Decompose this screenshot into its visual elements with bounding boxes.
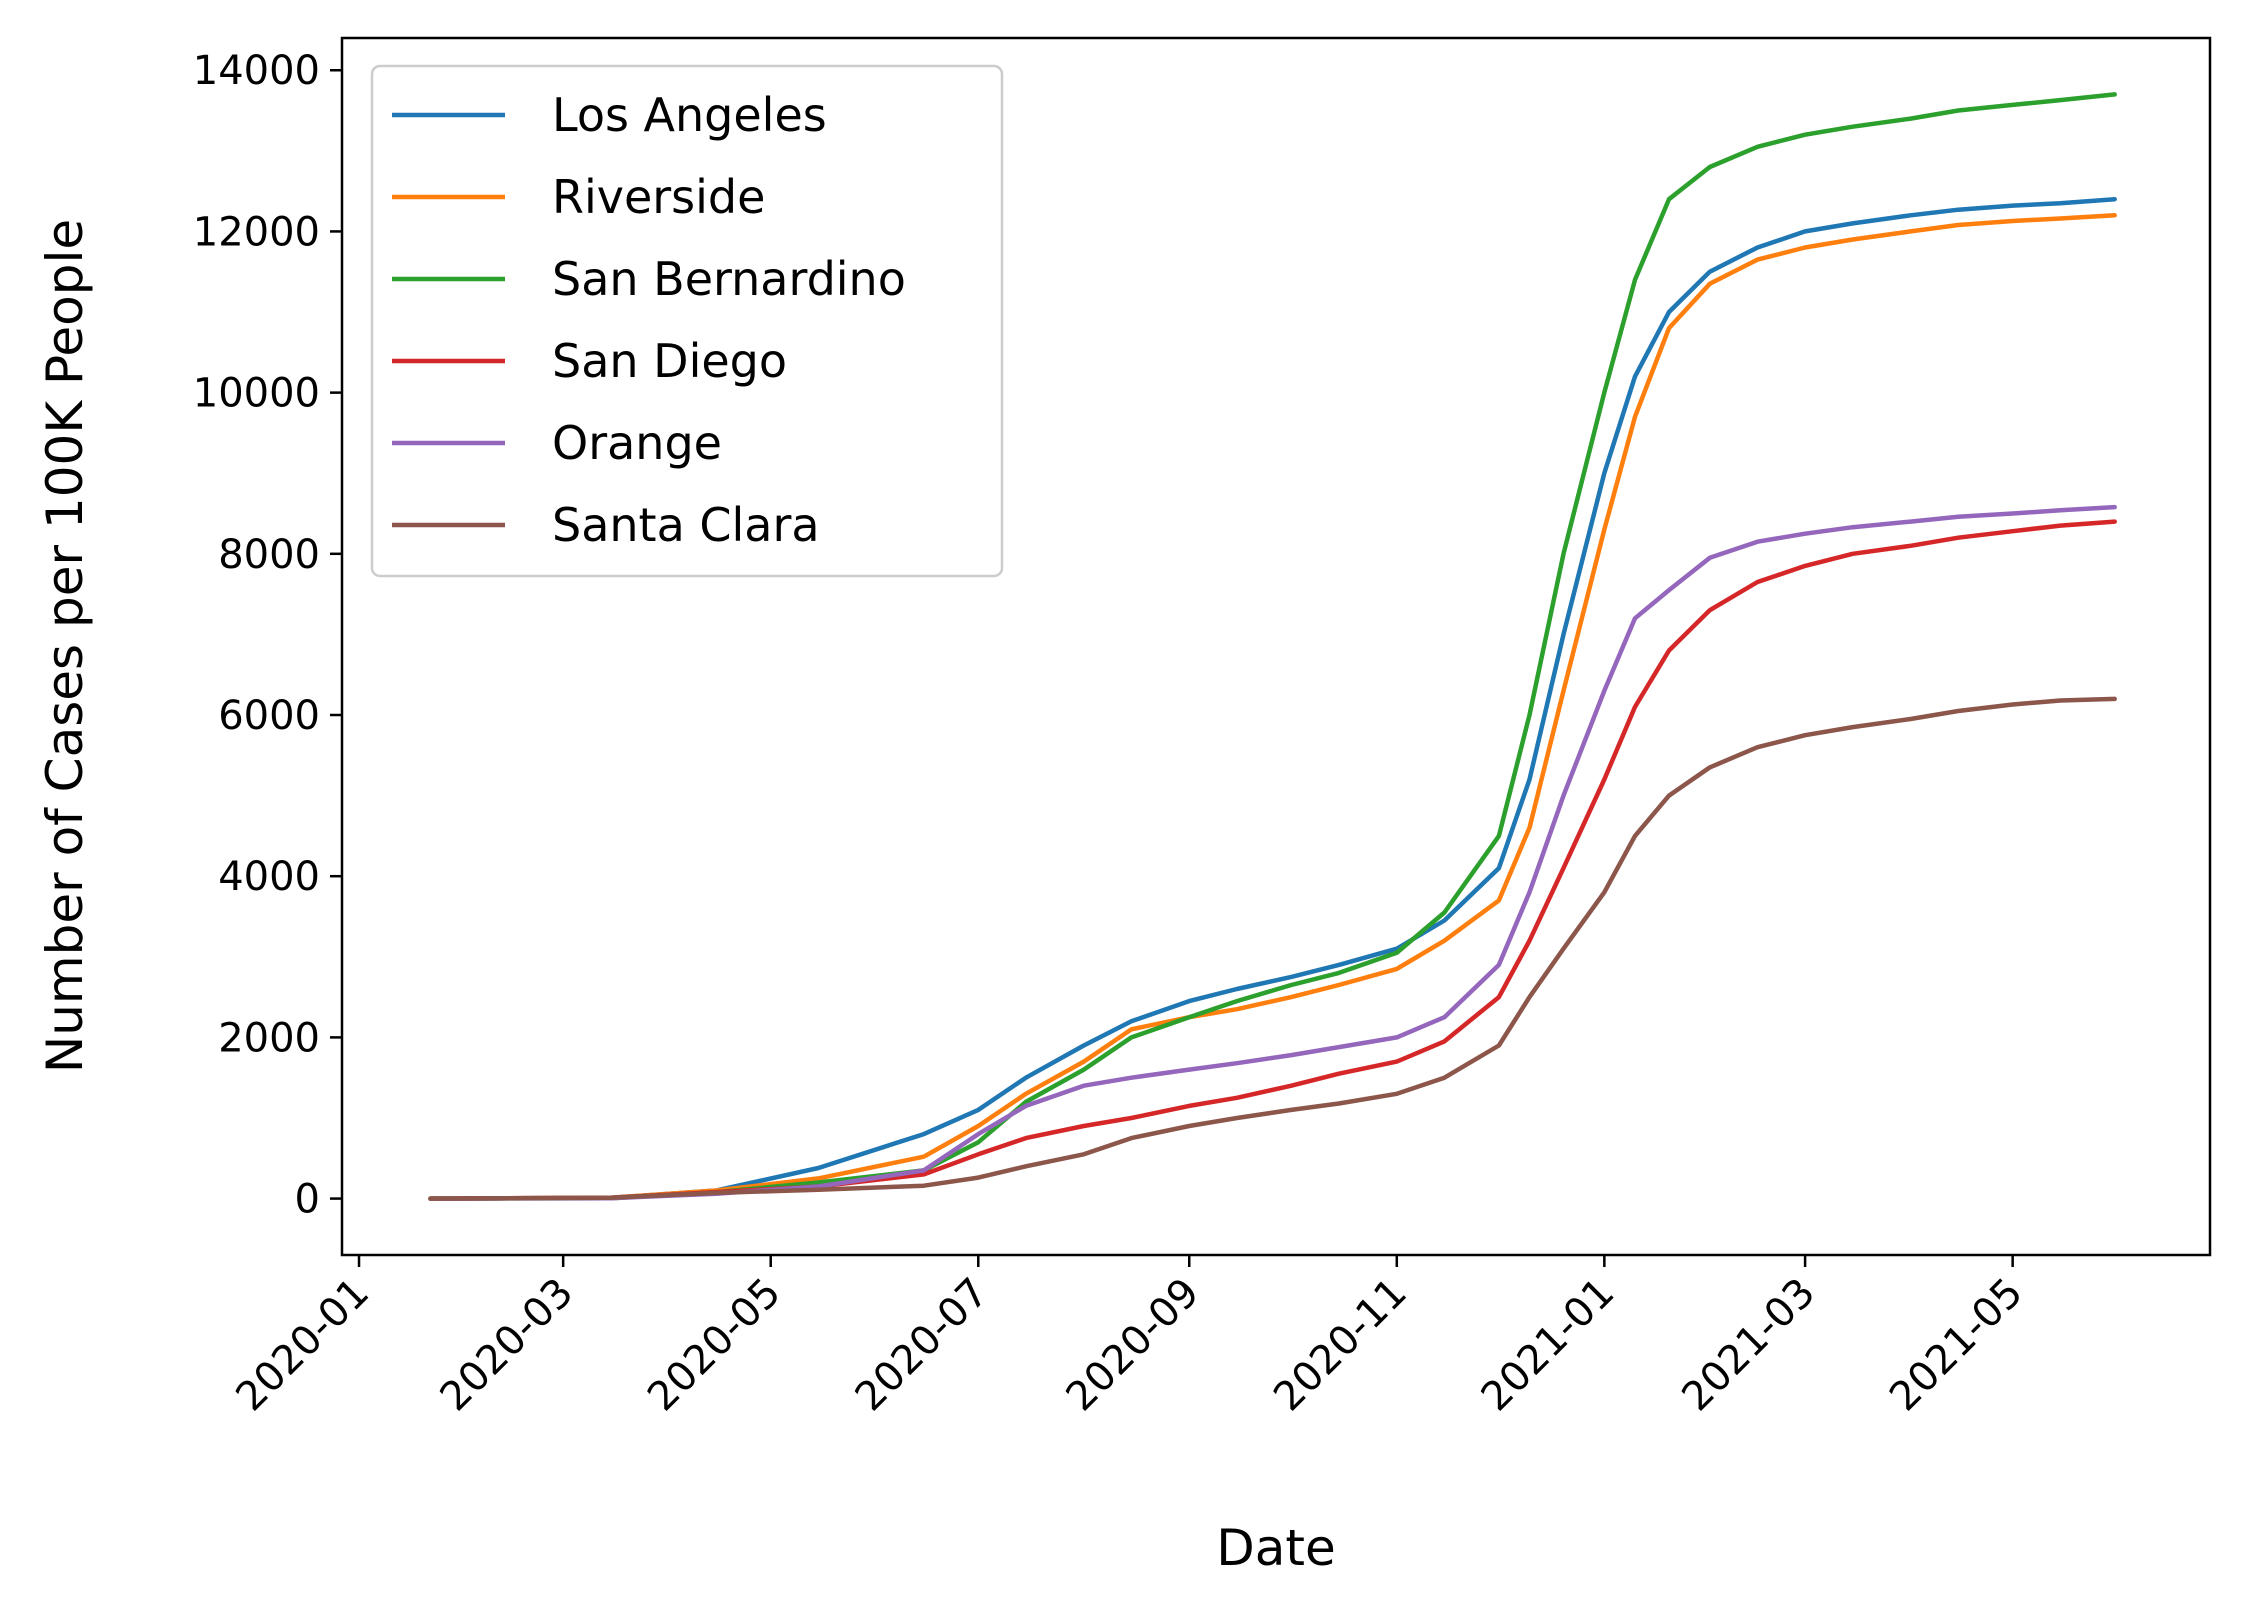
y-tick-label: 6000 <box>218 693 320 739</box>
series-layer <box>428 92 2117 1201</box>
series-line-3 <box>428 519 2117 1201</box>
y-axis-title: Number of Cases per 100K People <box>36 219 94 1073</box>
y-tick-label: 0 <box>295 1177 320 1223</box>
series-line-2 <box>428 92 2117 1201</box>
legend-label: Orange <box>552 416 722 470</box>
legend-label: Riverside <box>552 170 765 224</box>
legend-items: Los Angeles Riverside San Bernardino San Di… <box>392 88 906 552</box>
legend-label: San Diego <box>552 334 787 388</box>
legend-label: Santa Clara <box>552 498 820 552</box>
y-tick-label: 2000 <box>218 1015 320 1061</box>
y-axis: 0 2000 4000 6000 8000 10000 12000 14000 <box>193 48 342 1223</box>
legend: Los Angeles Riverside San Bernardino San Di… <box>370 64 1004 578</box>
series-line-1 <box>428 213 2117 1201</box>
y-tick-label: 8000 <box>218 532 320 578</box>
y-tick-label: 10000 <box>193 371 320 417</box>
legend-label: Los Angeles <box>552 88 827 142</box>
legend-frame <box>370 64 1004 578</box>
y-tick-label: 14000 <box>193 48 320 94</box>
plot-frame <box>340 36 2212 1257</box>
series-line-5 <box>428 696 2117 1201</box>
y-tick-label: 4000 <box>218 854 320 900</box>
series-line-4 <box>428 504 2117 1201</box>
y-tick-label: 12000 <box>193 209 320 255</box>
legend-label: San Bernardino <box>552 252 906 306</box>
series-line-0 <box>428 196 2117 1201</box>
x-axis-title: Date <box>1216 1519 1336 1577</box>
